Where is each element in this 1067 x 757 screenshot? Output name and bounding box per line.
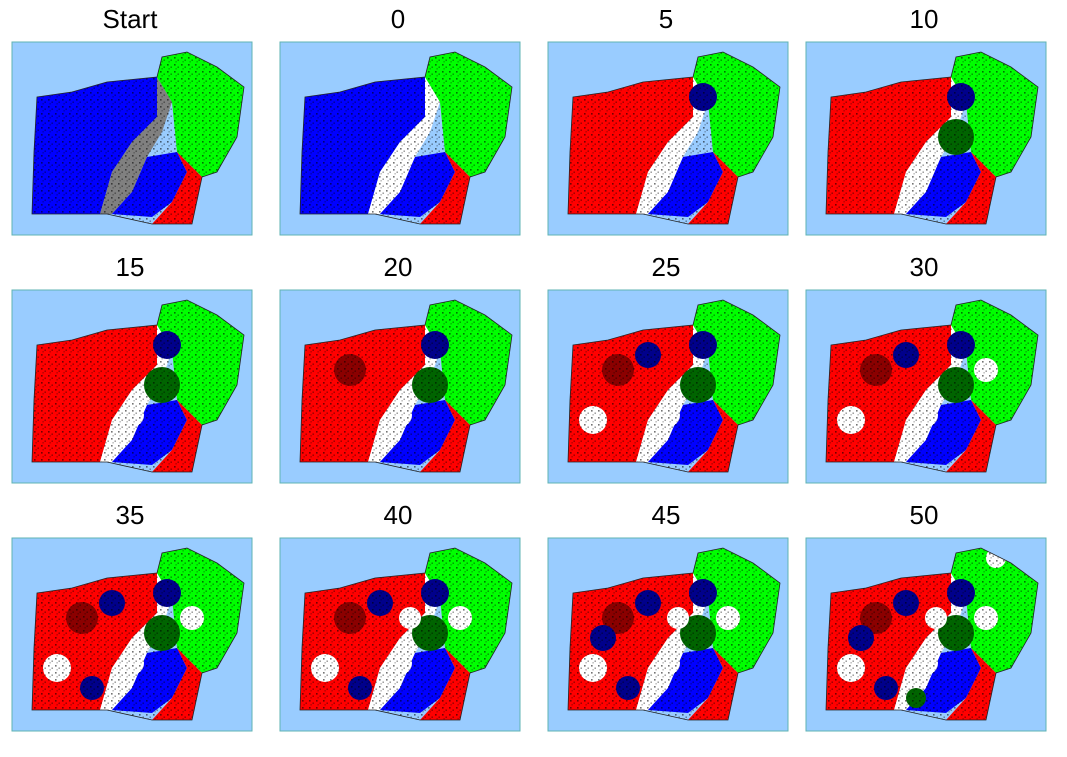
panel-label: 40 bbox=[384, 500, 413, 530]
map-panel bbox=[279, 537, 521, 732]
map-panel bbox=[805, 537, 1047, 732]
panel-label: 35 bbox=[116, 500, 145, 530]
map-panel bbox=[11, 289, 253, 484]
regions bbox=[568, 52, 780, 224]
panel-label: 25 bbox=[652, 252, 681, 282]
map-outline bbox=[299, 547, 513, 721]
panel-label: 15 bbox=[116, 252, 145, 282]
map-panel bbox=[279, 41, 521, 236]
regions bbox=[826, 548, 1038, 720]
panel-label: 30 bbox=[910, 252, 939, 282]
panel-label: 10 bbox=[910, 4, 939, 34]
map-panel bbox=[279, 289, 521, 484]
regions bbox=[826, 300, 1038, 472]
map-panel bbox=[547, 41, 789, 236]
map-panel bbox=[805, 41, 1047, 236]
map-panel bbox=[11, 537, 253, 732]
map-outline bbox=[567, 547, 781, 721]
map-panel bbox=[11, 41, 253, 236]
panel-label: 45 bbox=[652, 500, 681, 530]
panel-label: 0 bbox=[391, 4, 405, 34]
regions bbox=[568, 548, 780, 720]
regions bbox=[32, 300, 244, 472]
panel-label: 5 bbox=[659, 4, 673, 34]
map-outline bbox=[31, 299, 245, 473]
map-outline bbox=[825, 51, 1039, 225]
map-outline bbox=[825, 547, 1039, 721]
map-panel bbox=[805, 289, 1047, 484]
map-outline bbox=[31, 547, 245, 721]
map-panel bbox=[547, 537, 789, 732]
map-outline bbox=[567, 299, 781, 473]
panel-label: 20 bbox=[384, 252, 413, 282]
map-outline bbox=[299, 51, 513, 225]
map-outline bbox=[31, 51, 245, 225]
panel-label: Start bbox=[103, 4, 159, 34]
map-panel bbox=[547, 289, 789, 484]
panel-label: 50 bbox=[910, 500, 939, 530]
map-outline bbox=[299, 299, 513, 473]
map-outline bbox=[825, 299, 1039, 473]
map-outline bbox=[567, 51, 781, 225]
